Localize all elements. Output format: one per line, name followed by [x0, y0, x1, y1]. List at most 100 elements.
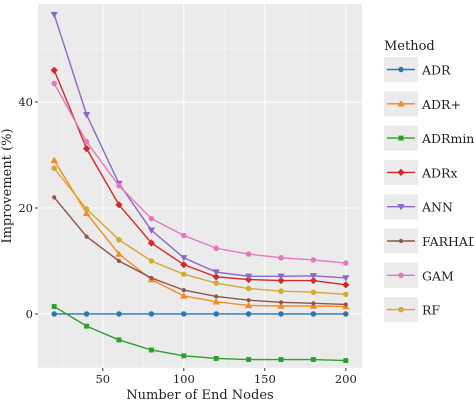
data-point-gam [116, 182, 122, 189]
series-adr [51, 311, 349, 317]
legend: Method ADR ADR+ ADRmin ADRx ANN FARHAD GAM RF [384, 39, 474, 323]
data-point-farhad [278, 300, 284, 305]
x-tick-label: 200 [335, 372, 357, 386]
series-farhad [52, 195, 348, 307]
x-axis-label: Number of End Nodes [126, 388, 273, 400]
series-line-ann [53, 14, 346, 279]
legend-label-adr-: ADR+ [421, 97, 461, 112]
data-point-adr- [212, 298, 220, 305]
x-tick-label: 100 [173, 372, 195, 386]
data-point-adr- [244, 301, 253, 309]
data-point-gam [245, 251, 252, 257]
data-point-gam [83, 139, 90, 145]
series-line-rf [53, 167, 346, 296]
y-axis-label: Improvement (%) [0, 128, 15, 243]
data-point-rf [116, 237, 122, 243]
data-point-rf [213, 280, 219, 286]
data-point-ann [244, 273, 253, 280]
data-point-adr- [309, 302, 318, 309]
data-point-adr [116, 311, 122, 317]
series-gam [51, 80, 349, 266]
data-point-farhad [116, 258, 122, 264]
y-tick-label: 20 [18, 201, 33, 215]
data-point-adr [148, 311, 155, 317]
legend-item-adrx: ADRx [384, 159, 458, 185]
data-point-adr- [50, 156, 58, 164]
data-point-adrmin [343, 358, 349, 364]
legend-item-adrmin: ADRmin [384, 125, 474, 151]
data-point-rf [245, 285, 252, 292]
data-point-rf [51, 165, 57, 171]
legend-item-farhad: FARHAD [384, 228, 474, 254]
axes: 50 100 150 200 0 20 40 [18, 95, 356, 386]
data-point-adr- [115, 250, 123, 257]
data-point-ann [50, 11, 58, 19]
data-point-adr- [180, 292, 188, 299]
data-point-gam [278, 255, 284, 261]
legend-marker-rf [398, 306, 404, 313]
data-point-adr [181, 311, 187, 317]
legend-label-adr: ADR [421, 63, 451, 78]
data-point-adrmin [278, 357, 284, 362]
x-tick-label: 50 [95, 372, 110, 386]
series-rf [51, 165, 349, 298]
legend-marker-gam [398, 272, 404, 279]
data-point-gam [51, 80, 57, 87]
data-point-adrmin [213, 355, 219, 361]
y-tick-label: 40 [18, 95, 33, 109]
data-point-adrx [115, 201, 123, 209]
data-point-adr [310, 311, 317, 317]
legend-label-adrmin: ADRmin [421, 131, 474, 146]
grid [38, 4, 362, 368]
data-point-gam [310, 257, 317, 263]
legend-item-gam: GAM [384, 262, 454, 288]
data-point-rf [278, 288, 284, 294]
data-point-farhad [214, 294, 219, 299]
data-point-adrx [50, 66, 58, 74]
data-point-ann [342, 275, 350, 282]
data-point-ann [309, 273, 318, 280]
legend-item-adr: ADR [384, 57, 451, 82]
data-point-gam [181, 232, 187, 239]
data-point-ann [180, 255, 188, 262]
legend-marker-adrx [397, 168, 405, 177]
data-point-adrx [309, 276, 318, 285]
data-point-adrx [277, 276, 285, 285]
data-point-farhad [84, 234, 89, 239]
data-point-adr- [82, 209, 91, 216]
series-line-gam [53, 83, 346, 264]
legend-item-ann: ANN [384, 194, 453, 220]
data-point-adr [213, 311, 219, 317]
series-adrmin [51, 304, 349, 364]
data-point-ann [212, 269, 220, 276]
data-point-ann [277, 273, 285, 280]
data-point-gam [213, 245, 219, 251]
data-point-adr- [277, 302, 285, 309]
data-point-rf [83, 206, 90, 212]
data-point-rf [181, 271, 187, 277]
legend-item-rf: RF [384, 297, 440, 323]
legend-marker-adr- [397, 100, 405, 107]
data-point-farhad [311, 301, 316, 306]
data-point-gam [148, 215, 155, 222]
series-line-adrx [53, 69, 346, 286]
data-point-adrmin [51, 304, 57, 310]
data-point-adrx [212, 273, 220, 281]
data-point-farhad [343, 302, 348, 307]
legend-marker-farhad [398, 238, 404, 244]
legend-marker-adr [398, 66, 404, 73]
data-point-adrx [180, 261, 188, 269]
data-point-adrmin [84, 323, 90, 329]
data-point-adr [51, 311, 57, 317]
series-layer [50, 11, 350, 364]
x-tick-label: 150 [254, 372, 276, 386]
data-point-adrmin [116, 337, 122, 343]
data-point-adrx [82, 145, 91, 153]
data-point-rf [148, 258, 155, 264]
data-point-adr [245, 311, 252, 317]
legend-label-gam: GAM [422, 268, 454, 283]
data-point-adrmin [246, 357, 252, 362]
legend-label-adrx: ADRx [421, 165, 458, 180]
